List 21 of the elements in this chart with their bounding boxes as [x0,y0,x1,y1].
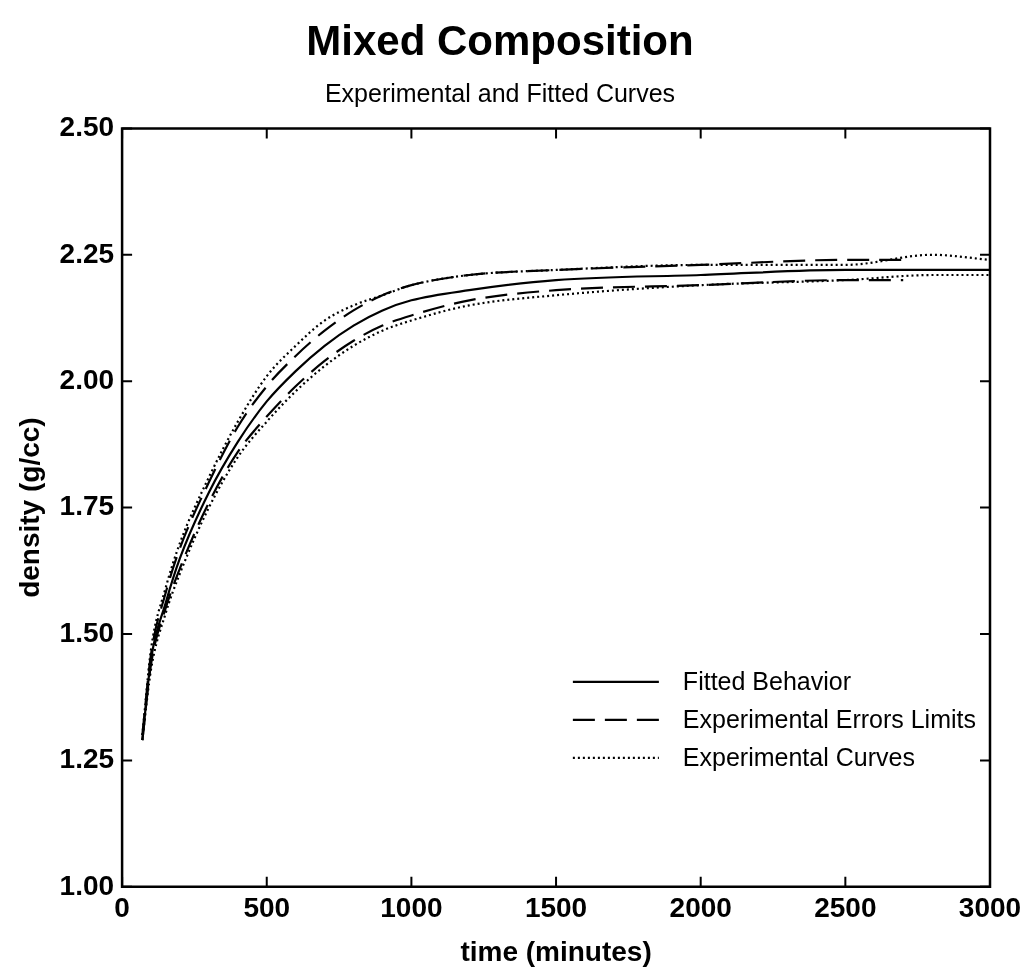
y-tick-label: 1.75 [59,490,115,522]
x-tick-label: 1500 [524,892,588,924]
y-tick-label: 2.00 [59,363,115,395]
x-tick-label: 2500 [814,892,877,924]
x-tick-label: 2000 [669,892,732,924]
y-tick-label: 2.25 [59,237,115,269]
y-tick-label: 2.50 [59,111,115,143]
y-tick-label: 1.25 [59,743,115,775]
legend-label: Fitted Behavior [682,666,852,695]
legend-label: Experimental Curves [682,742,915,771]
y-tick-label: 1.00 [59,869,115,901]
chart-subtitle: Experimental and Fitted Curves [324,79,676,108]
legend-label: Experimental Errors Limits [682,704,977,733]
chart-title: Mixed Composition [306,16,694,64]
x-axis-title: time (minutes) [460,935,652,967]
x-tick-label: 500 [243,892,291,924]
x-tick-label: 1000 [380,892,443,924]
x-tick-label: 0 [114,892,130,924]
x-tick-label: 3000 [958,892,1022,924]
y-tick-label: 1.50 [59,616,115,648]
y-axis-title: density (g/cc) [13,417,45,598]
